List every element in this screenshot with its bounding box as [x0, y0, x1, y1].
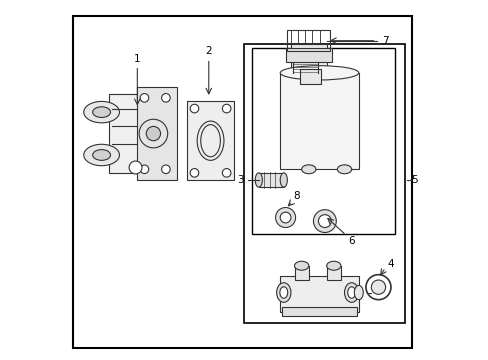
Text: 2: 2 — [205, 46, 212, 57]
Text: 8: 8 — [292, 191, 299, 201]
Ellipse shape — [93, 150, 110, 160]
Ellipse shape — [354, 285, 363, 300]
Bar — [280, 276, 358, 312]
Ellipse shape — [326, 261, 340, 270]
Circle shape — [190, 104, 198, 113]
Bar — [251, 48, 394, 234]
Bar — [108, 94, 165, 173]
Ellipse shape — [83, 102, 119, 123]
Bar — [285, 48, 331, 62]
Bar — [287, 30, 329, 51]
Bar — [137, 87, 176, 180]
Circle shape — [129, 161, 142, 174]
Ellipse shape — [255, 173, 262, 187]
Bar — [282, 307, 356, 316]
Circle shape — [275, 207, 295, 228]
Bar — [326, 266, 340, 280]
Text: 7: 7 — [382, 36, 388, 46]
Ellipse shape — [83, 144, 119, 166]
Ellipse shape — [93, 107, 110, 117]
Circle shape — [365, 275, 390, 300]
Text: 4: 4 — [387, 259, 393, 269]
Ellipse shape — [276, 283, 290, 302]
Circle shape — [313, 210, 336, 233]
Circle shape — [190, 168, 198, 177]
Bar — [258, 173, 283, 187]
Text: 1: 1 — [134, 54, 141, 64]
Text: 5: 5 — [410, 175, 417, 185]
Circle shape — [140, 165, 148, 174]
Ellipse shape — [292, 68, 317, 77]
Ellipse shape — [294, 261, 308, 270]
Ellipse shape — [280, 173, 287, 187]
Circle shape — [162, 94, 170, 102]
Ellipse shape — [280, 66, 358, 80]
Ellipse shape — [344, 283, 358, 302]
Bar — [294, 266, 308, 280]
Bar — [290, 44, 326, 73]
Circle shape — [318, 215, 331, 228]
Text: 3: 3 — [237, 175, 244, 185]
Text: 6: 6 — [347, 236, 354, 246]
Ellipse shape — [301, 165, 315, 174]
Circle shape — [280, 212, 290, 223]
Circle shape — [146, 126, 160, 141]
Ellipse shape — [279, 287, 287, 298]
Circle shape — [140, 94, 148, 102]
Circle shape — [222, 168, 230, 177]
Ellipse shape — [347, 287, 355, 298]
Bar — [244, 44, 405, 323]
Bar — [280, 73, 358, 169]
Circle shape — [370, 280, 385, 294]
Bar — [187, 102, 233, 180]
Ellipse shape — [337, 165, 351, 174]
Circle shape — [222, 104, 230, 113]
Circle shape — [162, 165, 170, 174]
Bar — [299, 69, 321, 84]
